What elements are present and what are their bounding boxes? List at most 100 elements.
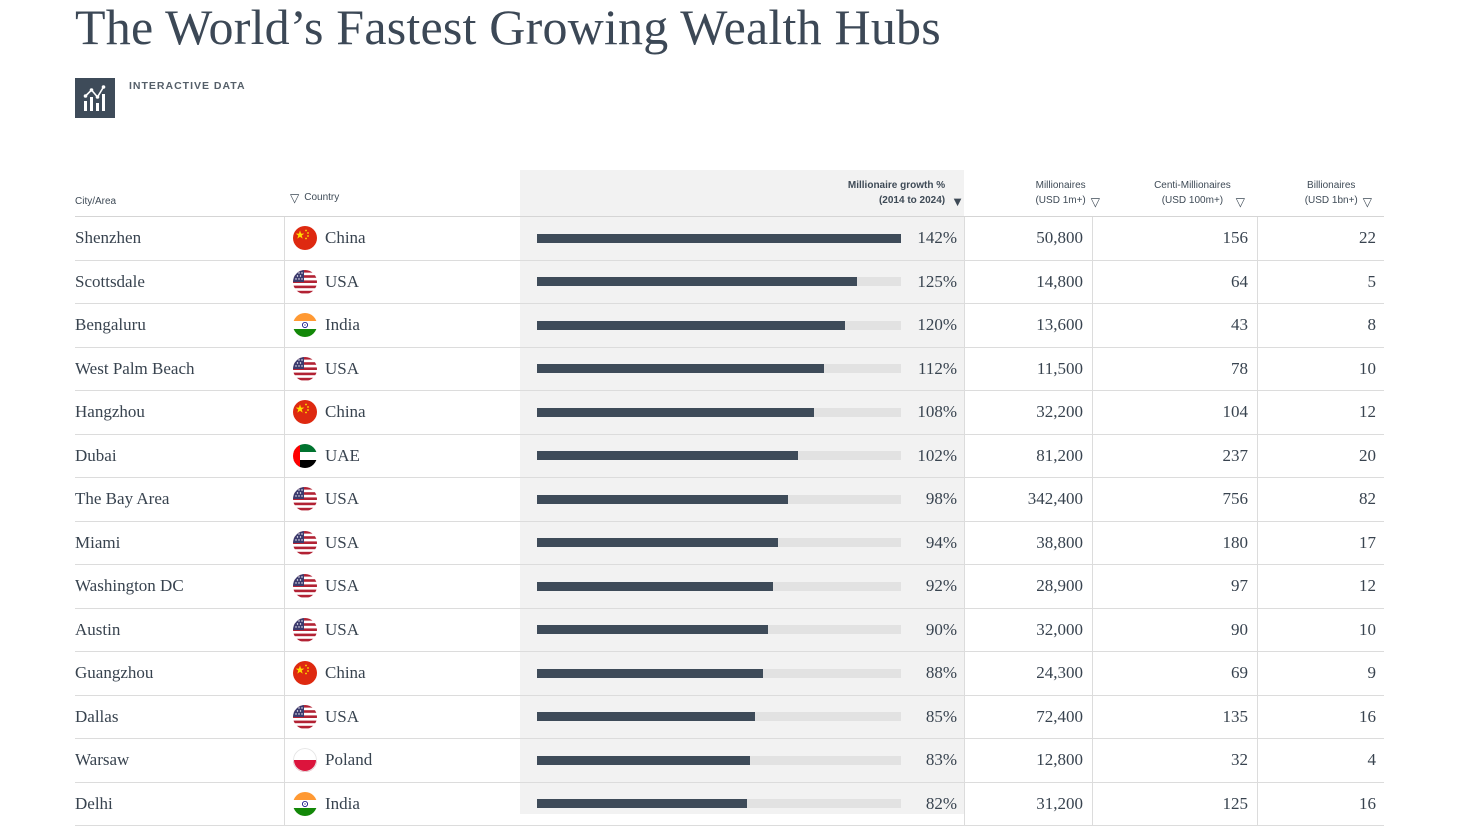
table-row-11: Guangzhou China 88% 24,300 69 9 <box>75 652 1384 696</box>
growth-bar-cell <box>537 652 901 695</box>
growth-bar-fill <box>537 756 750 765</box>
growth-bar-fill <box>537 234 901 243</box>
city-cell: Scottsdale <box>75 261 145 304</box>
growth-bar-fill <box>537 669 763 678</box>
china-flag-icon <box>293 661 317 685</box>
header-growth[interactable]: Millionaire growth % (2014 to 2024) ▼ <box>848 178 964 208</box>
billionaires-value: 9 <box>1257 652 1384 695</box>
growth-bar-fill <box>537 321 845 330</box>
page-title: The World’s Fastest Growing Wealth Hubs <box>75 0 941 56</box>
growth-bar-fill <box>537 712 755 721</box>
billionaires-value: 12 <box>1257 391 1384 434</box>
table-row-5: Hangzhou China 108% 32,200 104 12 <box>75 391 1384 435</box>
country-cell: USA <box>284 696 520 739</box>
table-row-8: Miami USA 94% 38,800 180 17 <box>75 522 1384 566</box>
billionaires-value: 8 <box>1257 304 1384 347</box>
country-cell: USA <box>284 522 520 565</box>
header-centi-millionaires[interactable]: Centi-Millionaires (USD 100m+) ▽ <box>1154 178 1245 208</box>
header-millionaires-sublabel: (USD 1m+) <box>1035 193 1085 208</box>
uae-flag-icon <box>293 444 317 468</box>
country-name: USA <box>325 576 359 596</box>
sort-active-triangle-icon[interactable]: ▼ <box>951 196 964 208</box>
growth-bar-track <box>537 712 901 721</box>
growth-bar-fill <box>537 277 857 286</box>
country-cell: USA <box>284 565 520 608</box>
country-name: China <box>325 228 366 248</box>
growth-bar-cell <box>537 435 901 478</box>
growth-value: 102% <box>901 435 957 478</box>
badge-label: INTERACTIVE DATA <box>129 80 246 92</box>
header-centi-label: Centi-Millionaires <box>1154 178 1231 193</box>
poland-flag-icon <box>293 748 317 772</box>
growth-bar-track <box>537 364 901 373</box>
header-country-label: Country <box>304 190 339 205</box>
country-cell: India <box>284 304 520 347</box>
usa-flag-icon <box>293 705 317 729</box>
growth-value: 112% <box>901 348 957 391</box>
country-cell: USA <box>284 261 520 304</box>
table-row-3: Bengaluru India 120% 13,600 43 8 <box>75 304 1384 348</box>
header-millionaires[interactable]: Millionaires (USD 1m+) ▽ <box>1035 178 1100 208</box>
country-cell: China <box>284 391 520 434</box>
sort-triangle-icon[interactable]: ▽ <box>1091 196 1100 208</box>
city-cell: Austin <box>75 609 120 652</box>
millionaires-value: 13,600 <box>964 304 1092 347</box>
centi-millionaires-value: 156 <box>1092 217 1257 260</box>
growth-bar-cell <box>537 217 901 260</box>
header-city[interactable]: City/Area <box>75 194 116 209</box>
header-billionaires[interactable]: Billionaires (USD 1bn+) ▽ <box>1305 178 1372 208</box>
billionaires-value: 82 <box>1257 478 1384 521</box>
usa-flag-icon <box>293 487 317 511</box>
centi-millionaires-value: 90 <box>1092 609 1257 652</box>
millionaires-value: 50,800 <box>964 217 1092 260</box>
growth-value: 125% <box>901 261 957 304</box>
usa-flag-icon <box>293 531 317 555</box>
city-cell: Warsaw <box>75 739 129 782</box>
millionaires-value: 32,200 <box>964 391 1092 434</box>
table-row-7: The Bay Area USA 98% 342,400 756 82 <box>75 478 1384 522</box>
country-cell: China <box>284 217 520 260</box>
billionaires-value: 5 <box>1257 261 1384 304</box>
growth-bar-fill <box>537 625 768 634</box>
millionaires-value: 342,400 <box>964 478 1092 521</box>
growth-value: 83% <box>901 739 957 782</box>
sort-triangle-icon[interactable]: ▽ <box>1363 196 1372 208</box>
sort-triangle-icon[interactable]: ▽ <box>290 192 299 204</box>
city-cell: Shenzhen <box>75 217 141 260</box>
growth-bar-cell <box>537 522 901 565</box>
centi-millionaires-value: 180 <box>1092 522 1257 565</box>
millionaires-value: 12,800 <box>964 739 1092 782</box>
growth-bar-track <box>537 538 901 547</box>
table-row-14: Delhi India 82% 31,200 125 16 <box>75 783 1384 826</box>
country-cell: USA <box>284 609 520 652</box>
growth-value: 94% <box>901 522 957 565</box>
centi-millionaires-value: 69 <box>1092 652 1257 695</box>
growth-value: 90% <box>901 609 957 652</box>
billionaires-value: 10 <box>1257 609 1384 652</box>
usa-flag-icon <box>293 618 317 642</box>
millionaires-value: 38,800 <box>964 522 1092 565</box>
header-billionaires-label: Billionaires <box>1305 178 1358 193</box>
country-name: China <box>325 663 366 683</box>
header-country[interactable]: ▽ Country <box>290 190 339 205</box>
growth-bar-cell <box>537 391 901 434</box>
country-name: USA <box>325 620 359 640</box>
billionaires-value: 12 <box>1257 565 1384 608</box>
country-name: India <box>325 794 360 814</box>
millionaires-value: 81,200 <box>964 435 1092 478</box>
city-cell: The Bay Area <box>75 478 169 521</box>
sort-triangle-icon[interactable]: ▽ <box>1236 196 1245 208</box>
growth-bar-cell <box>537 696 901 739</box>
growth-bar-track <box>537 408 901 417</box>
growth-bar-track <box>537 625 901 634</box>
city-cell: Bengaluru <box>75 304 146 347</box>
millionaires-value: 11,500 <box>964 348 1092 391</box>
millionaires-value: 72,400 <box>964 696 1092 739</box>
chart-icon <box>75 78 115 118</box>
country-name: USA <box>325 489 359 509</box>
usa-flag-icon <box>293 270 317 294</box>
growth-value: 88% <box>901 652 957 695</box>
city-cell: Hangzhou <box>75 391 145 434</box>
usa-flag-icon <box>293 357 317 381</box>
header-growth-sublabel: (2014 to 2024) <box>848 193 945 208</box>
